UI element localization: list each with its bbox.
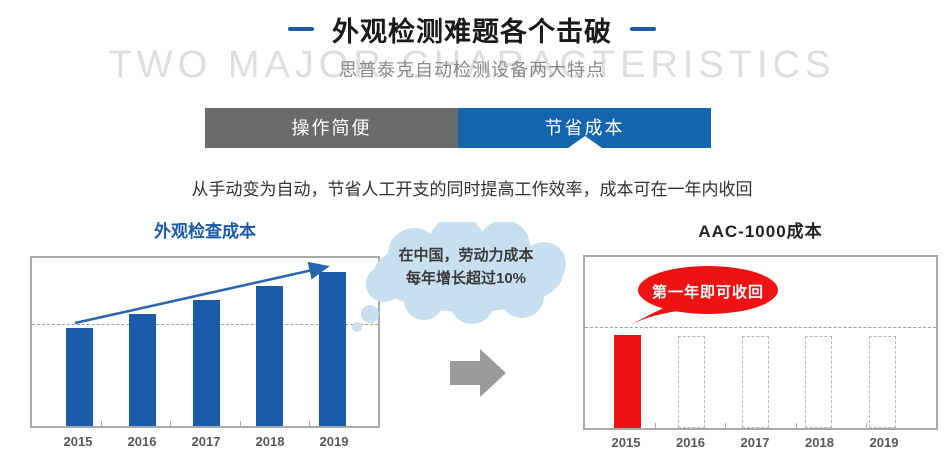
page-title-row: 外观检测难题各个击破 xyxy=(0,10,944,48)
left-chart xyxy=(30,256,380,428)
axis-label-2019: 2019 xyxy=(869,435,899,450)
tab-easy-operation[interactable]: 操作简便 xyxy=(205,108,458,148)
axis-label-2016: 2016 xyxy=(127,434,157,449)
axis-label-2017: 2017 xyxy=(191,434,221,449)
axis-tick xyxy=(239,421,241,426)
page-title: 外观检测难题各个击破 xyxy=(332,16,612,47)
red-bubble-shape-icon xyxy=(631,266,778,325)
axis-tick xyxy=(865,423,867,428)
cloud-shape-icon xyxy=(352,216,566,332)
axis-tick xyxy=(655,423,657,428)
bar-2017 xyxy=(741,336,769,428)
right-chart-axis-labels: 2015 2016 2017 2018 2019 xyxy=(583,435,938,450)
right-chart-gridline xyxy=(585,327,936,328)
axis-tick xyxy=(170,421,172,426)
cloud-speech-bubble: 在中国，劳动力成本 每年增长超过10% xyxy=(352,216,584,334)
axis-label-2018: 2018 xyxy=(805,435,834,450)
right-arrow-icon xyxy=(450,349,506,397)
axis-label-2018: 2018 xyxy=(255,434,285,449)
axis-label-2016: 2016 xyxy=(676,435,705,450)
bar-2016 xyxy=(677,336,705,428)
axis-tick xyxy=(795,423,797,428)
tab-cost-saving-label: 节省成本 xyxy=(544,118,625,138)
description-text: 从手动变为自动，节省人工开支的同时提高工作效率，成本可在一年内收回 xyxy=(191,180,753,199)
active-tab-notch-icon xyxy=(567,136,602,148)
left-chart-bars xyxy=(32,258,378,426)
cloud-bubble-line1: 在中国，劳动力成本 xyxy=(398,247,534,264)
axis-label-2015: 2015 xyxy=(611,435,641,450)
tab-cost-saving[interactable]: 节省成本 xyxy=(458,108,711,148)
right-chart-title: AAC-1000成本 xyxy=(698,222,823,241)
right-chart-bars xyxy=(585,257,936,428)
title-dash-right xyxy=(630,27,656,31)
feature-tabs: 操作简便 节省成本 xyxy=(205,108,711,148)
red-bubble-text: 第一年即可收回 xyxy=(651,284,764,301)
bar-2018 xyxy=(255,286,283,426)
axis-label-2015: 2015 xyxy=(63,434,93,449)
bar-2019 xyxy=(319,272,346,426)
bar-2018 xyxy=(805,336,833,428)
page-subtitle: 思普泰克自动检测设备两大特点 xyxy=(339,60,605,80)
cloud-bubble-text: 在中国，劳动力成本 每年增长超过10% xyxy=(364,244,568,290)
bar-2015 xyxy=(66,328,93,426)
watermark-text: TWO MAJOR CHARACTERISTICS xyxy=(108,44,836,86)
bar-2015 xyxy=(614,335,641,428)
left-chart-title: 外观检查成本 xyxy=(154,222,256,241)
bar-2017 xyxy=(192,300,220,426)
cloud-bubble-line2: 每年增长超过10% xyxy=(405,270,527,287)
left-chart-axis-labels: 2015 2016 2017 2018 2019 xyxy=(30,434,380,449)
title-dash-left xyxy=(288,27,314,31)
axis-tick xyxy=(725,423,727,428)
axis-tick xyxy=(308,421,310,426)
axis-tick xyxy=(101,421,103,426)
axis-label-2019: 2019 xyxy=(319,434,349,449)
axis-label-2017: 2017 xyxy=(740,435,770,450)
bar-2016 xyxy=(129,314,157,426)
red-speech-bubble: 第一年即可收回 xyxy=(630,264,782,326)
bar-2019 xyxy=(869,336,896,428)
